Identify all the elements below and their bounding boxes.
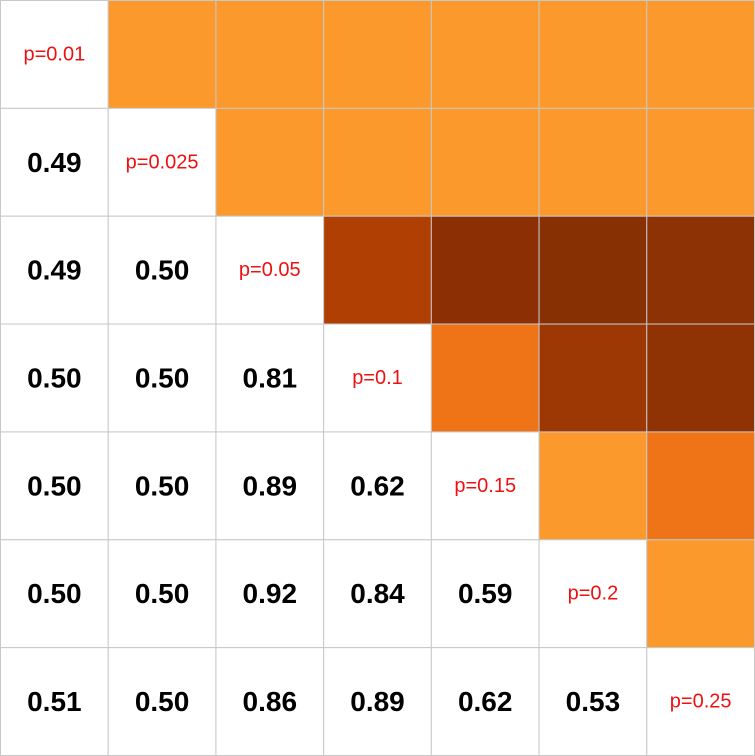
heatmap-cell-r0-c2 xyxy=(215,0,325,109)
diagonal-label-4: p=0.15 xyxy=(454,475,516,497)
heatmap-cell-r1-c0 xyxy=(0,107,109,217)
value-label-r3-c0: 0.50 xyxy=(27,363,82,394)
heatmap-cell-r3-c6 xyxy=(646,323,755,433)
value-label-r6-c5: 0.53 xyxy=(566,686,621,717)
heatmap-cell-r2-c1 xyxy=(107,215,217,325)
heatmap-cell-r4-c4 xyxy=(430,431,540,541)
value-label-r5-c0: 0.50 xyxy=(27,578,82,609)
heatmap-cell-r1-c1 xyxy=(107,107,217,217)
diagonal-label-5: p=0.2 xyxy=(568,583,619,605)
heatmap-cell-r1-c3 xyxy=(323,107,432,217)
heatmap-cell-r4-c1 xyxy=(107,431,217,541)
heatmap-cell-r6-c3 xyxy=(323,647,432,756)
heatmap-cell-r0-c4 xyxy=(430,0,540,109)
heatmap-cell-r3-c5 xyxy=(538,323,648,433)
heatmap-cell-r4-c2 xyxy=(215,431,325,541)
heatmap-cell-r3-c3 xyxy=(323,323,432,433)
value-label-r5-c2: 0.92 xyxy=(243,578,298,609)
value-label-r4-c2: 0.89 xyxy=(243,470,298,501)
diagonal-label-2: p=0.05 xyxy=(239,259,301,281)
heatmap-cell-r1-c4 xyxy=(430,107,540,217)
heatmap-cell-r5-c6 xyxy=(646,539,755,649)
value-label-r5-c3: 0.84 xyxy=(350,578,405,609)
heatmap-cell-r4-c6 xyxy=(646,431,755,541)
value-label-r3-c2: 0.81 xyxy=(243,363,298,394)
heatmap-cell-r5-c4 xyxy=(430,539,540,649)
heatmap-cell-r6-c1 xyxy=(107,647,217,756)
value-label-r1-c0: 0.49 xyxy=(27,147,82,178)
value-label-r4-c1: 0.50 xyxy=(135,470,190,501)
heatmap-cell-r2-c2 xyxy=(215,215,325,325)
heatmap-cell-r3-c1 xyxy=(107,323,217,433)
heatmap-cell-r0-c1 xyxy=(107,0,217,109)
diagonal-label-3: p=0.1 xyxy=(352,367,403,389)
heatmap-cell-r1-c2 xyxy=(215,107,325,217)
heatmap-cell-r6-c6 xyxy=(646,647,755,756)
value-label-r6-c1: 0.50 xyxy=(135,686,190,717)
value-label-r2-c0: 0.49 xyxy=(27,255,82,286)
value-label-r6-c2: 0.86 xyxy=(243,686,298,717)
heatmap-cell-r5-c0 xyxy=(0,539,109,649)
value-label-r6-c3: 0.89 xyxy=(350,686,405,717)
heatmap-cell-r6-c0 xyxy=(0,647,109,756)
value-label-r5-c1: 0.50 xyxy=(135,578,190,609)
heatmap-cell-r0-c3 xyxy=(323,0,432,109)
value-label-r3-c1: 0.50 xyxy=(135,363,190,394)
heatmap-cell-r2-c6 xyxy=(646,215,755,325)
heatmap-cell-r2-c5 xyxy=(538,215,648,325)
heatmap-cell-r0-c6 xyxy=(646,0,755,109)
heatmap-cell-r5-c2 xyxy=(215,539,325,649)
heatmap-cell-r1-c6 xyxy=(646,107,755,217)
heatmap-cell-r3-c4 xyxy=(430,323,540,433)
value-label-r4-c3: 0.62 xyxy=(350,470,405,501)
heatmap-cell-r4-c5 xyxy=(538,431,648,541)
heatmap-cell-r5-c3 xyxy=(323,539,432,649)
heatmap-cell-r5-c1 xyxy=(107,539,217,649)
value-label-r2-c1: 0.50 xyxy=(135,255,190,286)
diagonal-label-0: p=0.01 xyxy=(23,43,85,65)
diagonal-label-1: p=0.025 xyxy=(126,151,199,173)
heatmap-cell-r0-c5 xyxy=(538,0,648,109)
heatmap-cell-r0-c0 xyxy=(0,0,109,109)
value-label-r6-c4: 0.62 xyxy=(458,686,513,717)
heatmap-cell-r1-c5 xyxy=(538,107,648,217)
heatmap-cell-r4-c3 xyxy=(323,431,432,541)
heatmap-cell-r5-c5 xyxy=(538,539,648,649)
value-label-r4-c0: 0.50 xyxy=(27,470,82,501)
diagonal-label-6: p=0.25 xyxy=(670,691,732,713)
heatmap-cell-r6-c5 xyxy=(538,647,648,756)
value-label-r5-c4: 0.59 xyxy=(458,578,513,609)
heatmap-cell-r2-c3 xyxy=(323,215,432,325)
heatmap-cell-r2-c4 xyxy=(430,215,540,325)
heatmap-cell-r2-c0 xyxy=(0,215,109,325)
value-label-r6-c0: 0.51 xyxy=(27,686,82,717)
